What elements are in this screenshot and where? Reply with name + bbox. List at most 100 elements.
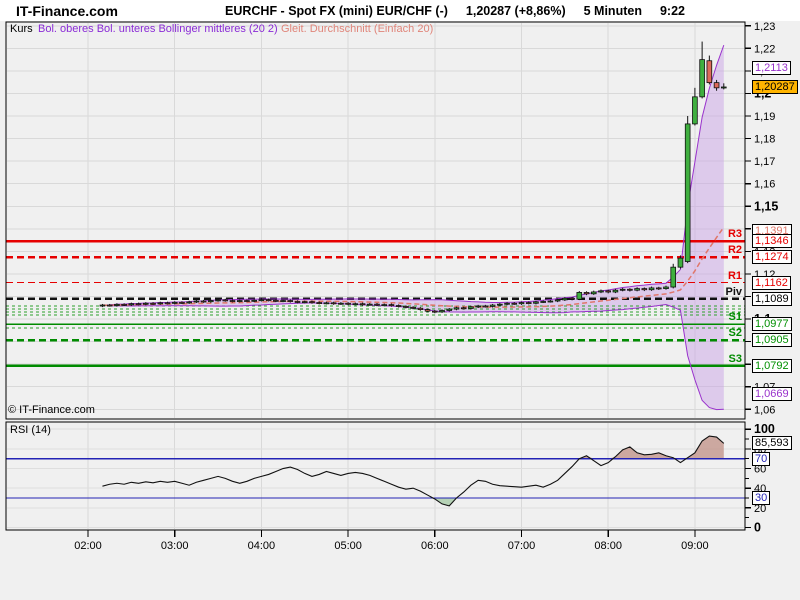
candle-up [280, 300, 286, 302]
candle-down [569, 297, 575, 300]
candle-up [381, 304, 388, 307]
candle-up [663, 286, 669, 290]
candle-up [699, 59, 705, 98]
candle-down [135, 303, 142, 306]
pivot-label-r2: R2 [727, 244, 742, 257]
candle-down [345, 302, 351, 305]
candle-down [244, 300, 250, 302]
candle-down [150, 302, 156, 305]
candles-group [99, 41, 727, 314]
candle-down [460, 307, 467, 310]
candle-up [598, 290, 604, 293]
bollinger-band-fill [102, 45, 724, 410]
candle-down [706, 60, 713, 84]
candle-up [251, 299, 257, 302]
pivot-label-s2: S2 [728, 327, 742, 340]
candle-down [627, 288, 633, 291]
candle-up [634, 288, 640, 291]
candle-down [121, 303, 127, 306]
instrument-title: EURCHF - Spot FX (mini) EUR/CHF (-) [225, 4, 448, 18]
chart-title-group: EURCHF - Spot FX (mini) EUR/CHF (-) 1,20… [225, 4, 685, 18]
pivot-label-r1: R1 [727, 269, 742, 282]
x-axis-label: 09:00 [681, 540, 709, 552]
rsi-overbought-box: 70 [752, 451, 771, 466]
x-axis-label: 04:00 [248, 540, 276, 552]
last-price-and-change: 1,20287 (+8,86%) [465, 4, 566, 18]
candle-up [99, 304, 106, 307]
candle-up [590, 291, 597, 295]
rsi-panel-title: RSI (14) [10, 424, 51, 436]
price-tick-label: 1,17 [754, 156, 775, 168]
copyright-label: © IT-Finance.com [8, 404, 95, 416]
last-price-value-box: 1,20287 [752, 79, 798, 94]
candle-up [547, 300, 554, 303]
candle-down [655, 287, 662, 290]
candle-down [511, 302, 518, 305]
price-tick-label: 1,19 [754, 111, 775, 123]
candle-down [395, 305, 402, 307]
candle-up [439, 310, 445, 313]
candle-up [721, 86, 727, 89]
candle-down [330, 302, 337, 305]
candle-down [294, 301, 301, 303]
bollinger-upper-line [102, 44, 725, 306]
candle-up [208, 300, 214, 303]
candle-up [186, 301, 192, 304]
r3-value-box: 1,1346 [752, 234, 792, 248]
rsi-line [102, 435, 725, 507]
candle-down [265, 299, 272, 302]
candle-down [388, 304, 395, 307]
legend-bollinger: Bol. oberes Bol. unteres Bollinger mittl… [38, 23, 278, 35]
title-bar: IT-Finance.com EURCHF - Spot FX (mini) E… [0, 0, 800, 21]
candle-up [540, 301, 546, 303]
candle-down [410, 306, 416, 309]
candle-down [583, 292, 590, 295]
candle-up [562, 297, 568, 301]
rsi-tick-label: 20 [754, 503, 766, 515]
clock-label: 9:22 [659, 4, 685, 18]
price-tick-label: 1,18 [754, 134, 775, 146]
rsi-oversold-fill [102, 498, 724, 506]
candle-up [684, 123, 691, 262]
candle-up [497, 303, 503, 306]
x-axis-label: 08:00 [594, 540, 622, 552]
x-axis-label: 05:00 [334, 540, 362, 552]
candle-down [605, 290, 611, 293]
candle-up [554, 299, 561, 302]
rsi-tick-label: 60 [754, 464, 766, 476]
candle-up [338, 302, 344, 305]
pivot-label-r3: R3 [727, 228, 742, 240]
r2-value-box: 1,1274 [752, 250, 792, 265]
candle-up [468, 306, 474, 309]
pivot-value-box: 1,1089 [752, 291, 792, 306]
x-axis-label: 03:00 [161, 540, 189, 552]
pivot-label-s3: S3 [728, 352, 742, 365]
candle-down [273, 299, 279, 302]
candle-up [114, 303, 120, 306]
candle-down [417, 307, 424, 310]
candle-up [518, 302, 525, 305]
candle-up [446, 308, 453, 311]
candle-down [482, 305, 489, 308]
candle-down [222, 299, 229, 302]
candle-down [106, 304, 113, 307]
candle-down [287, 300, 294, 302]
candle-up [301, 301, 308, 304]
rsi-panel-border [5, 421, 746, 531]
candle-up [677, 257, 684, 268]
candle-up [489, 304, 496, 307]
rsi-value-box: 85,593 [752, 436, 792, 451]
price-tick-label: 1,06 [754, 404, 775, 416]
rsi-tick-label: 0 [754, 520, 761, 534]
legend-kurs: Kurs [10, 23, 33, 35]
candle-up [670, 266, 677, 288]
candle-down [359, 303, 366, 306]
candle-down [179, 301, 185, 304]
candle-down [713, 82, 720, 89]
rsi-oversold-box: 30 [752, 491, 771, 505]
x-axis-label: 06:00 [421, 540, 449, 552]
candle-down [403, 306, 409, 308]
candle-up [475, 305, 481, 308]
